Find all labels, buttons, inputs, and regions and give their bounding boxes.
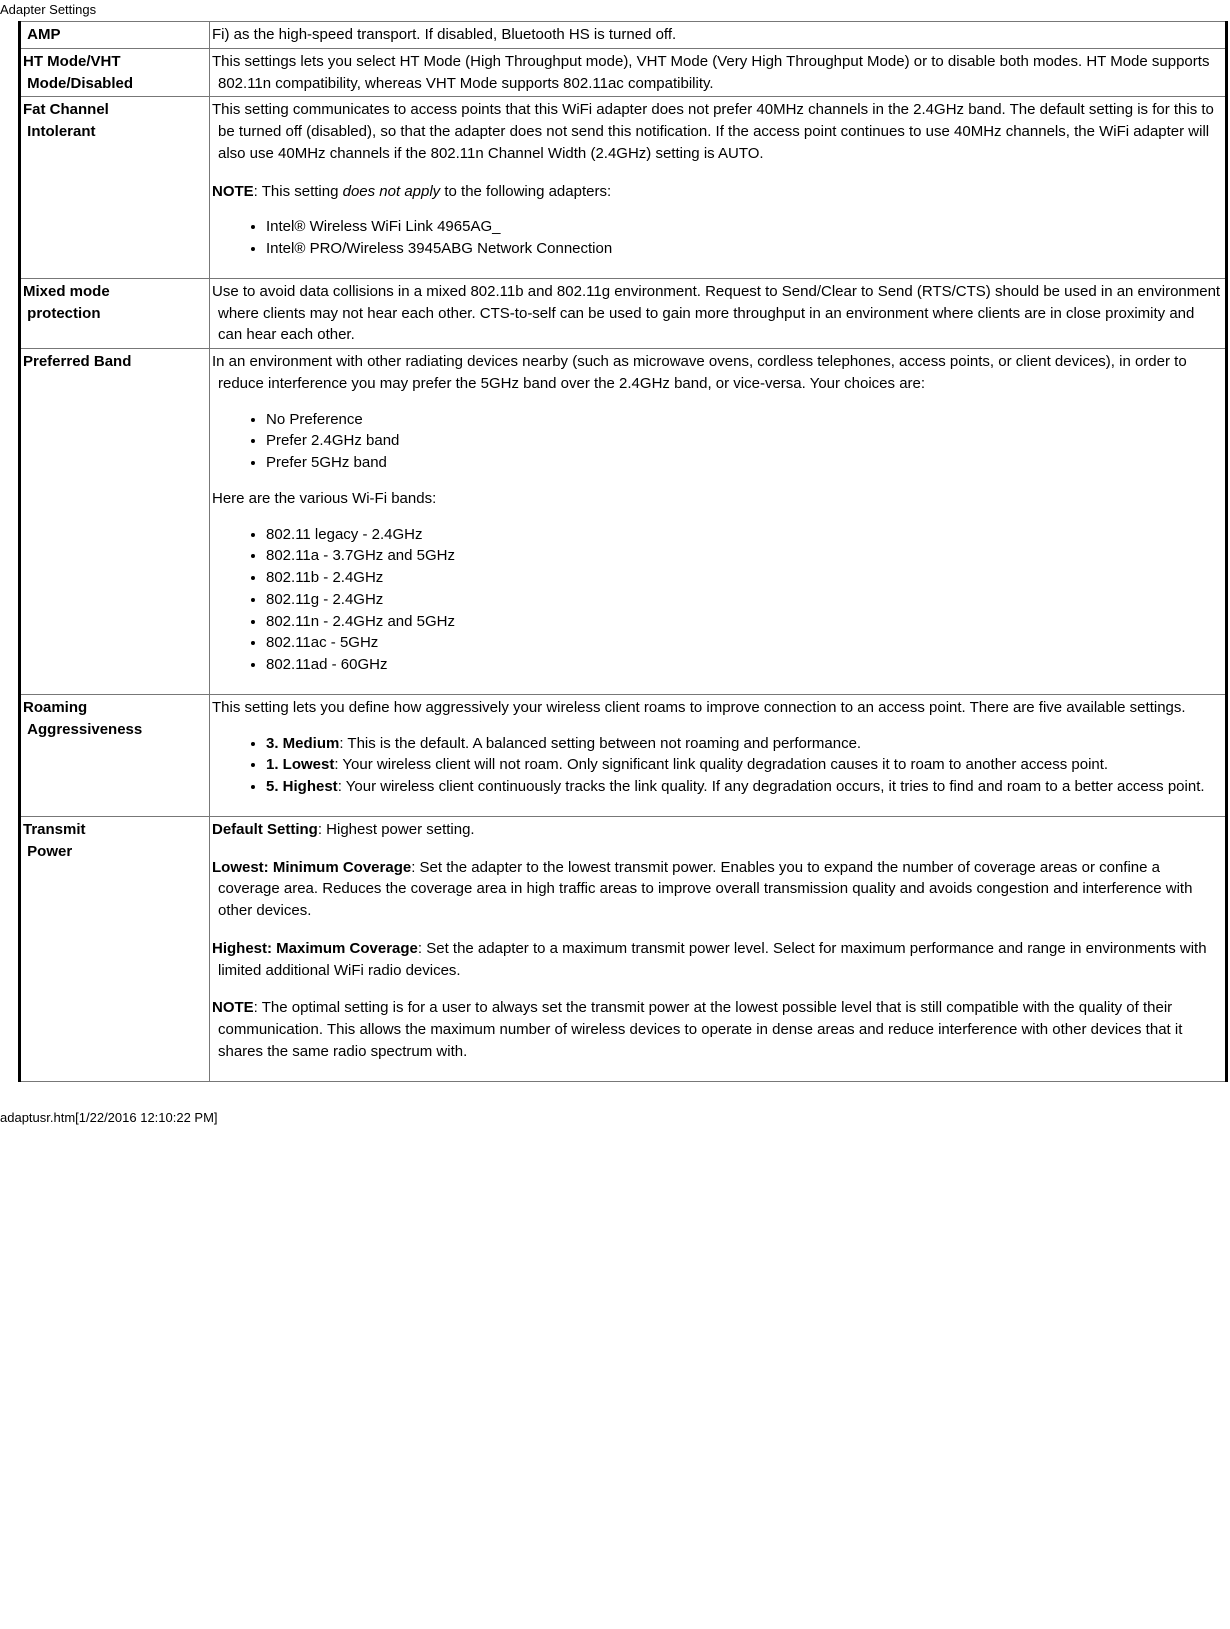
name-line: Transmit — [23, 821, 86, 838]
setting-desc: Use to avoid data collisions in a mixed … — [210, 278, 1227, 348]
list-item: No Preference — [266, 409, 1221, 431]
level-label: 3. Medium — [266, 735, 339, 752]
name-line: Aggressiveness — [23, 721, 142, 738]
list-item: 802.11ac - 5GHz — [266, 632, 1221, 654]
list-item: 5. Highest: Your wireless client continu… — [266, 776, 1221, 798]
level-label: 1. Lowest — [266, 756, 334, 773]
list-item: Prefer 2.4GHz band — [266, 430, 1221, 452]
setting-name: Preferred Band — [20, 349, 210, 695]
list-item: Intel® PRO/Wireless 3945ABG Network Conn… — [266, 238, 1221, 260]
level-text: : Your wireless client will not roam. On… — [334, 756, 1108, 773]
table-row: Preferred Band In an environment with ot… — [20, 349, 1227, 695]
list-item: 1. Lowest: Your wireless client will not… — [266, 754, 1221, 776]
table-row: HT Mode/VHT Mode/Disabled This settings … — [20, 48, 1227, 97]
list-item: Intel® Wireless WiFi Link 4965AG_ — [266, 216, 1221, 238]
desc-text: Use to avoid data collisions in a mixed … — [212, 281, 1221, 346]
levels-list: 3. Medium: This is the default. A balanc… — [212, 733, 1221, 798]
setting-desc: This setting communicates to access poin… — [210, 97, 1227, 279]
label: Lowest: Minimum Coverage — [212, 859, 411, 876]
footer-path: adaptusr.htm[1/22/2016 12:10:22 PM] — [0, 1082, 1230, 1125]
bands-list: 802.11 legacy - 2.4GHz 802.11a - 3.7GHz … — [212, 524, 1221, 676]
name-line: Power — [23, 843, 72, 860]
desc-text: This settings lets you select HT Mode (H… — [212, 51, 1221, 95]
desc-text: This setting lets you define how aggress… — [212, 697, 1221, 719]
list-item: 802.11g - 2.4GHz — [266, 589, 1221, 611]
table-row: Fat Channel Intolerant This setting comm… — [20, 97, 1227, 279]
choices-list: No Preference Prefer 2.4GHz band Prefer … — [212, 409, 1221, 474]
desc-text: This setting communicates to access poin… — [212, 99, 1221, 164]
desc-text: In an environment with other radiating d… — [212, 351, 1221, 395]
name-line: Fat Channel — [23, 101, 109, 118]
note-label: NOTE — [212, 183, 254, 200]
label: Highest: Maximum Coverage — [212, 940, 418, 957]
tx-default: Default Setting: Highest power setting. — [212, 819, 1221, 841]
setting-name: AMP — [20, 22, 210, 49]
level-label: 5. Highest — [266, 778, 338, 795]
name-line: Mode/Disabled — [23, 75, 133, 92]
tx-lowest: Lowest: Minimum Coverage: Set the adapte… — [212, 857, 1221, 922]
name-line: Mixed mode — [23, 283, 110, 300]
table-row: AMP Fi) as the high-speed transport. If … — [20, 22, 1227, 49]
settings-table: AMP Fi) as the high-speed transport. If … — [18, 21, 1228, 1082]
setting-desc: Fi) as the high-speed transport. If disa… — [210, 22, 1227, 49]
bands-heading: Here are the various Wi-Fi bands: — [212, 488, 1221, 510]
name-line: HT Mode/VHT — [23, 53, 121, 70]
tx-note: NOTE: The optimal setting is for a user … — [212, 997, 1221, 1062]
text: : The optimal setting is for a user to a… — [218, 999, 1182, 1060]
table-row: Mixed mode protection Use to avoid data … — [20, 278, 1227, 348]
level-text: : This is the default. A balanced settin… — [339, 735, 861, 752]
adapter-list: Intel® Wireless WiFi Link 4965AG_ Intel®… — [212, 216, 1221, 260]
label: NOTE — [212, 999, 254, 1016]
name-line: Intolerant — [23, 123, 96, 140]
table-row: Transmit Power Default Setting: Highest … — [20, 816, 1227, 1081]
note-line: NOTE: This setting does not apply to the… — [212, 181, 1221, 203]
note-text: : This setting — [254, 183, 343, 200]
page-title: Adapter Settings — [0, 0, 1230, 21]
setting-name: HT Mode/VHT Mode/Disabled — [20, 48, 210, 97]
list-item: 802.11ad - 60GHz — [266, 654, 1221, 676]
name-line: Roaming — [23, 699, 87, 716]
label: Default Setting — [212, 821, 318, 838]
list-item: 802.11a - 3.7GHz and 5GHz — [266, 545, 1221, 567]
list-item: 802.11n - 2.4GHz and 5GHz — [266, 611, 1221, 633]
list-item: 802.11b - 2.4GHz — [266, 567, 1221, 589]
list-item: Prefer 5GHz band — [266, 452, 1221, 474]
setting-desc: This setting lets you define how aggress… — [210, 694, 1227, 816]
setting-name: Fat Channel Intolerant — [20, 97, 210, 279]
list-item: 802.11 legacy - 2.4GHz — [266, 524, 1221, 546]
setting-desc: In an environment with other radiating d… — [210, 349, 1227, 695]
list-item: 3. Medium: This is the default. A balanc… — [266, 733, 1221, 755]
level-text: : Your wireless client continuously trac… — [338, 778, 1205, 795]
note-em: does not apply — [343, 183, 441, 200]
setting-name: Mixed mode protection — [20, 278, 210, 348]
setting-desc: Default Setting: Highest power setting. … — [210, 816, 1227, 1081]
setting-desc: This settings lets you select HT Mode (H… — [210, 48, 1227, 97]
tx-highest: Highest: Maximum Coverage: Set the adapt… — [212, 938, 1221, 982]
text: : Highest power setting. — [318, 821, 475, 838]
note-text: to the following adapters: — [440, 183, 611, 200]
setting-name: Transmit Power — [20, 816, 210, 1081]
setting-name: Roaming Aggressiveness — [20, 694, 210, 816]
table-row: Roaming Aggressiveness This setting lets… — [20, 694, 1227, 816]
name-line: protection — [23, 305, 101, 322]
